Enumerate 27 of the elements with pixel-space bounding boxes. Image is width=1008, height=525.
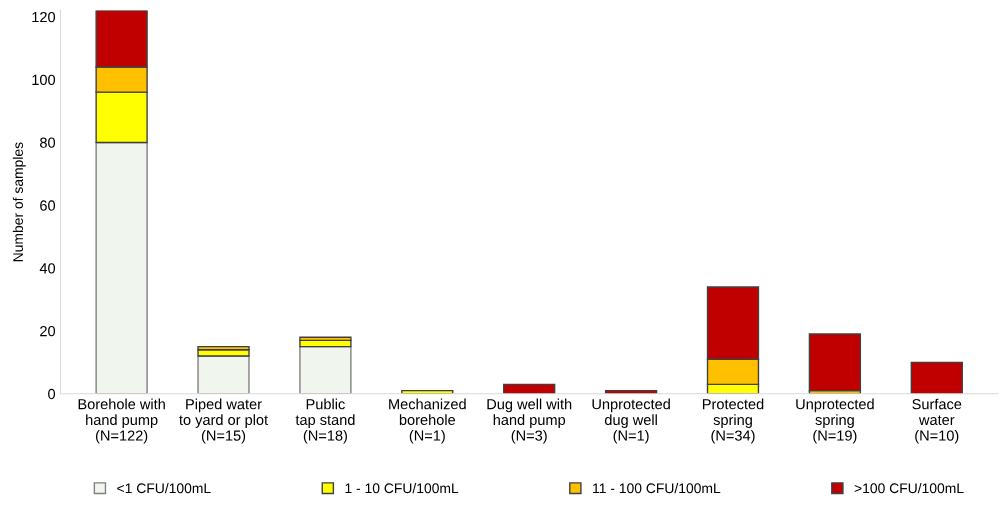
bar	[808, 333, 862, 392]
legend-label: 11 - 100 CFU/100mL	[593, 482, 721, 494]
bar	[95, 141, 148, 394]
y-tick-label: 100	[32, 74, 56, 86]
y-axis-title: Number of samples	[12, 142, 26, 262]
y-tick-label: 80	[40, 137, 56, 148]
y-tick-label: 20	[40, 326, 56, 337]
bar	[197, 349, 250, 357]
x-tick-label: Borehole with hand pump (N=122)	[78, 398, 165, 444]
bar	[299, 345, 352, 394]
legend-label: 1 - 10 CFU/100mL	[345, 482, 459, 494]
y-tick-label: 0	[48, 388, 56, 400]
legend-label: >100 CFU/100mL	[854, 482, 964, 494]
bar	[197, 355, 250, 394]
bar	[910, 361, 963, 394]
y-tick-label: 60	[40, 200, 56, 211]
y-tick-label: 40	[39, 263, 56, 274]
legend-label: <1 CFU/100mL	[117, 482, 211, 494]
x-tick-label: Protected spring (N=34)	[702, 398, 764, 444]
y-tick-label: 120	[32, 11, 56, 23]
x-tick-label: Piped water to yard or plot (N=15)	[179, 398, 268, 444]
x-tick-label: Public tap stand (N=18)	[295, 398, 355, 444]
x-tick-label: Dug well with hand pump (N=3)	[487, 398, 572, 444]
x-tick-label: Unprotected spring (N=19)	[796, 398, 874, 444]
x-tick-label: Unprotected dug well (N=1)	[592, 398, 670, 444]
x-tick-label: Surface water (N=10)	[912, 398, 962, 444]
x-tick-label: Mechanized borehole (N=1)	[389, 398, 466, 444]
